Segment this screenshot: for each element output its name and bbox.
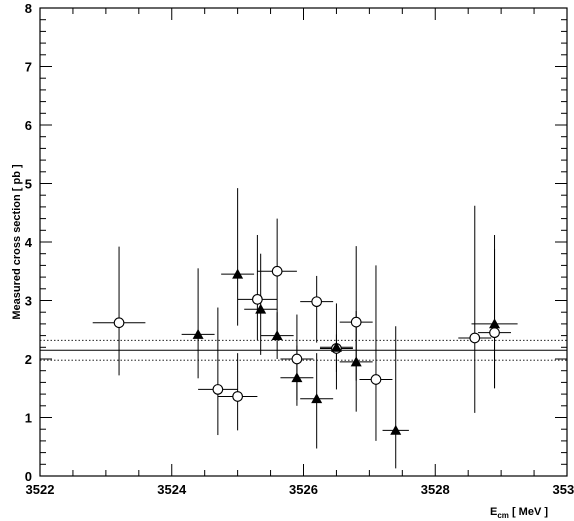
open-circle-point [232, 391, 243, 402]
open-circle-point [370, 374, 382, 385]
filled-triangle-point [232, 268, 244, 279]
y-tick-label: 6 [25, 118, 32, 133]
x-axis-label-subscript: cm [497, 511, 509, 520]
open-circle-point [469, 332, 481, 344]
y-tick-label: 2 [25, 352, 32, 367]
filled-triangle-point [271, 330, 283, 340]
y-tick-label: 7 [25, 60, 32, 75]
filled-triangle-point [255, 303, 267, 314]
filled-triangle-point [311, 393, 323, 404]
filled-triangle-point [390, 424, 402, 435]
error-bars [92, 188, 518, 469]
open-circle-point [291, 353, 303, 365]
y-tick-label: 3 [25, 294, 32, 309]
x-axis-label-main: E [490, 506, 497, 518]
open-circle-point [311, 296, 323, 308]
axis-ticks [39, 7, 568, 477]
plot-frame [39, 7, 568, 477]
x-tick-label: 3528 [421, 482, 450, 497]
x-tick-label: 3526 [289, 482, 318, 497]
data-markers [113, 265, 501, 435]
filled-triangle-point [330, 341, 342, 352]
open-circle-point [113, 317, 125, 329]
open-circle-point [489, 327, 500, 339]
open-circle-point [350, 316, 362, 328]
x-tick-label: 3522 [26, 482, 55, 497]
y-tick-label: 8 [25, 1, 32, 16]
filled-triangle-point [291, 372, 303, 383]
x-axis-label: Ecm [ MeV ] [490, 506, 548, 520]
filled-triangle-point [350, 356, 362, 367]
y-tick-label: 0 [25, 469, 32, 484]
y-tick-label: 1 [25, 411, 32, 426]
y-tick-label: 4 [25, 235, 33, 250]
open-circle-point [252, 293, 263, 305]
x-axis-label-unit: [ MeV ] [509, 506, 548, 518]
reference-lines [40, 339, 567, 361]
filled-triangle-point [192, 328, 204, 339]
y-tick-label: 5 [25, 177, 32, 192]
filled-triangle-point [489, 318, 501, 329]
open-circle-point [271, 265, 283, 277]
open-circle-point [212, 384, 224, 395]
x-tick-label: 3524 [157, 482, 187, 497]
y-axis-label: Measured cross section [ pb ] [11, 164, 23, 320]
